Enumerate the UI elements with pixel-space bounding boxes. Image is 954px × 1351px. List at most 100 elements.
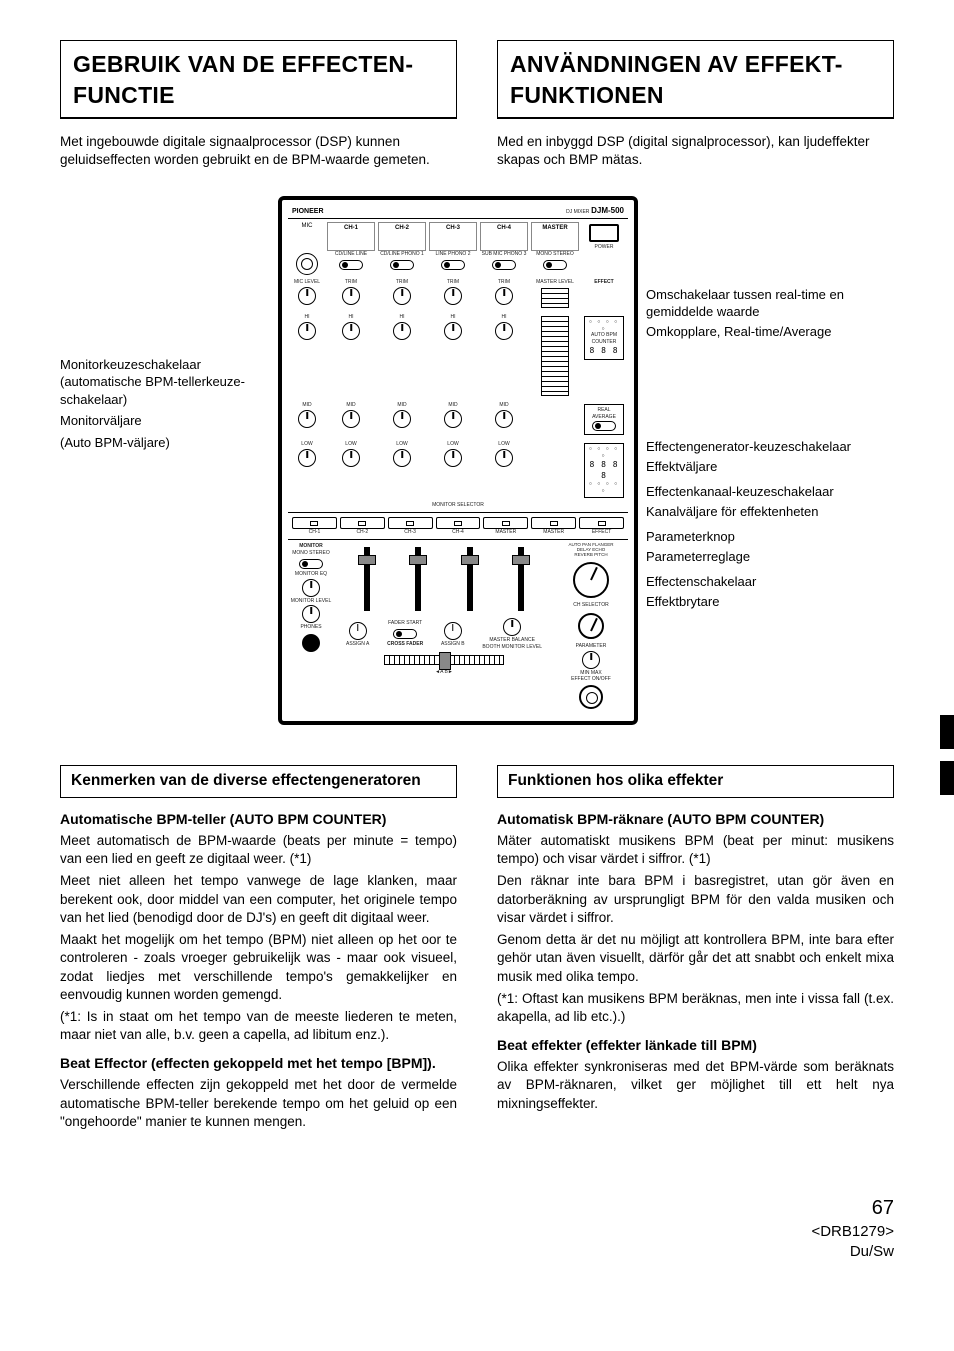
monitor-selector-label: MONITOR SELECTOR xyxy=(288,502,628,509)
knob-icon xyxy=(444,449,462,467)
meter-icon xyxy=(541,288,569,308)
lower-panel: MONITOR MONO STEREO MONITOR EQ MONITOR L… xyxy=(288,543,628,711)
callout-monitor-selector-sv: Monitorväljare xyxy=(60,412,270,430)
knob-icon xyxy=(444,410,462,428)
knob-icon xyxy=(302,605,320,623)
doc-code: <DRB1279> xyxy=(60,1222,894,1242)
monitor-button xyxy=(579,517,624,529)
left-sub-title: Kenmerken van de diverse effectengenerat… xyxy=(71,771,446,792)
right-callouts: Omschakelaar tussen real-time en gemidde… xyxy=(646,196,894,619)
diagram-section: Monitorkeuzeschakelaar (automatische BPM… xyxy=(60,196,894,726)
edge-tab-icon xyxy=(940,715,954,749)
auto-bpm-box: ○ ○ ○ ○ ○ AUTO BPM COUNTER 8 8 8 xyxy=(584,316,624,360)
switch-icon xyxy=(543,260,567,270)
knob-icon xyxy=(298,322,316,340)
switch-icon xyxy=(339,260,363,270)
channel-header-row: MIC CH-1 CH-2 CH-3 CH-4 MASTER POWER xyxy=(288,222,628,251)
ch1-header: CH-1 xyxy=(327,222,375,251)
left-title: GEBRUIK VAN DE EFFECTEN-FUNCTIE xyxy=(73,49,444,111)
low-row: LOW LOW LOW LOW LOW ○ ○ ○ ○ ○ 8 8 8 8 ○ … xyxy=(288,439,628,502)
effect-selector-knob xyxy=(573,562,609,598)
fader-crossfader-block: ASSIGN A FADER START CROSS FADER ASSIGN … xyxy=(338,543,550,711)
callout-effect-onoff: Effectenschakelaar Effektbrytare xyxy=(646,573,894,610)
real-avg-box: REAL AVERAGE xyxy=(584,404,624,436)
master-balance-knob xyxy=(503,618,521,636)
callout-monitor-selector-nl: Monitorkeuzeschakelaar (automatische BPM… xyxy=(60,356,270,409)
right-section: Funktionen hos olika effekter Automatisk… xyxy=(497,765,894,1135)
effect-onoff-button xyxy=(579,685,603,709)
mic-label: MIC xyxy=(290,222,324,251)
phones-jack-icon xyxy=(302,634,320,652)
left-title-box: GEBRUIK VAN DE EFFECTEN-FUNCTIE xyxy=(60,40,457,119)
knob-icon xyxy=(495,449,513,467)
left-sub-title-box: Kenmerken van de diverse effectengenerat… xyxy=(60,765,457,798)
ch4-input: SUB MIC PHONO 3 xyxy=(480,251,528,277)
left-h3-auto-bpm: Automatische BPM-teller (AUTO BPM COUNTE… xyxy=(60,810,457,829)
knob-icon xyxy=(393,287,411,305)
edge-tab-icon xyxy=(940,761,954,795)
right-sub-title: Funktionen hos olika effekter xyxy=(508,771,883,792)
mid-row: MID MID MID MID MID REAL AVERAGE xyxy=(288,400,628,440)
left-para: Meet niet alleen het tempo vanwege de la… xyxy=(60,872,457,927)
right-para: Genom detta är det nu möjligt att kontro… xyxy=(497,931,894,986)
knob-icon xyxy=(298,410,316,428)
trim-row: MIC LEVEL TRIM TRIM TRIM TRIM MASTER LEV… xyxy=(288,277,628,312)
bpm-box-2: ○ ○ ○ ○ ○ 8 8 8 8 ○ ○ ○ ○ ○ xyxy=(584,443,624,498)
model-label: DJ MIXER DJM-500 xyxy=(566,206,624,217)
knob-icon xyxy=(298,449,316,467)
knob-icon xyxy=(342,322,360,340)
page-number: 67 xyxy=(60,1195,894,1222)
mixer-panel: PIONEER DJ MIXER DJM-500 MIC CH-1 CH-2 C… xyxy=(278,196,638,726)
right-intro: Med en inbyggd DSP (digital signalproces… xyxy=(497,133,894,169)
crossfader-area: ASSIGN A FADER START CROSS FADER ASSIGN … xyxy=(338,615,550,677)
left-para: Verschillende effecten zijn gekoppeld me… xyxy=(60,1076,457,1131)
callout-real-average: Omschakelaar tussen real-time en gemidde… xyxy=(646,286,894,341)
left-callouts: Monitorkeuzeschakelaar (automatische BPM… xyxy=(60,196,270,456)
knob-icon xyxy=(298,287,316,305)
crossfader-track xyxy=(384,655,504,665)
channel-faders xyxy=(338,543,550,615)
input-switch-row: CD/LINE LINE CD/LINE PHONO 1 LINE PHONO … xyxy=(288,251,628,277)
left-para: Meet automatisch de BPM-waarde (beats pe… xyxy=(60,832,457,868)
knob-icon xyxy=(444,322,462,340)
ch2-input: CD/LINE PHONO 1 xyxy=(378,251,426,277)
hi-row: HI HI HI HI HI ○ ○ ○ ○ ○ AUTO BPM COUNTE… xyxy=(288,312,628,400)
monitor-selector-row: CH-1 CH-2 CH-3 CH-4 MASTER MASTER EFFECT xyxy=(288,512,628,541)
monitor-button xyxy=(436,517,481,529)
knob-icon xyxy=(393,322,411,340)
left-intro: Met ingebouwde digitale signaalprocessor… xyxy=(60,133,457,169)
monitor-button xyxy=(483,517,528,529)
master-mono: MONO STEREO xyxy=(531,251,579,277)
knob-icon xyxy=(342,410,360,428)
right-title: ANVÄNDNINGEN AV EFFEKT-FUNKTIONEN xyxy=(510,49,881,111)
left-para: (*1: Is in staat om het tempo van de mee… xyxy=(60,1008,457,1044)
panel-header: PIONEER DJ MIXER DJM-500 xyxy=(288,206,628,220)
ch2-header: CH-2 xyxy=(378,222,426,251)
assign-b-knob xyxy=(444,622,462,640)
left-column: GEBRUIK VAN DE EFFECTEN-FUNCTIE Met inge… xyxy=(60,40,457,188)
callout-auto-bpm-sv: (Auto BPM-väljare) xyxy=(60,434,270,452)
ch4-header: CH-4 xyxy=(480,222,528,251)
right-column: ANVÄNDNINGEN AV EFFEKT-FUNKTIONEN Med en… xyxy=(497,40,894,188)
knob-icon xyxy=(495,287,513,305)
switch-icon xyxy=(492,260,516,270)
left-section: Kenmerken van de diverse effectengenerat… xyxy=(60,765,457,1135)
knob-icon xyxy=(393,449,411,467)
fader-icon xyxy=(518,547,524,611)
fader-icon xyxy=(415,547,421,611)
switch-icon xyxy=(299,559,323,569)
ch-selector-knob xyxy=(578,613,604,639)
knob-icon xyxy=(495,410,513,428)
ch1-input: CD/LINE LINE xyxy=(327,251,375,277)
top-columns: GEBRUIK VAN DE EFFECTEN-FUNCTIE Met inge… xyxy=(60,40,894,188)
lower-columns: Kenmerken van de diverse effectengenerat… xyxy=(60,765,894,1135)
right-para: Mäter automatiskt musikens BPM (beat per… xyxy=(497,832,894,868)
right-sub-title-box: Funktionen hos olika effekter xyxy=(497,765,894,798)
fader-icon xyxy=(467,547,473,611)
effect-section-head: EFFECT xyxy=(582,279,626,310)
effect-controls: AUTO PAN FLANGER DELAY ECHO REVERB PITCH… xyxy=(554,543,628,711)
monitor-button xyxy=(340,517,385,529)
fader-start-switch xyxy=(393,629,417,639)
knob-icon xyxy=(444,287,462,305)
power-button xyxy=(589,224,619,242)
